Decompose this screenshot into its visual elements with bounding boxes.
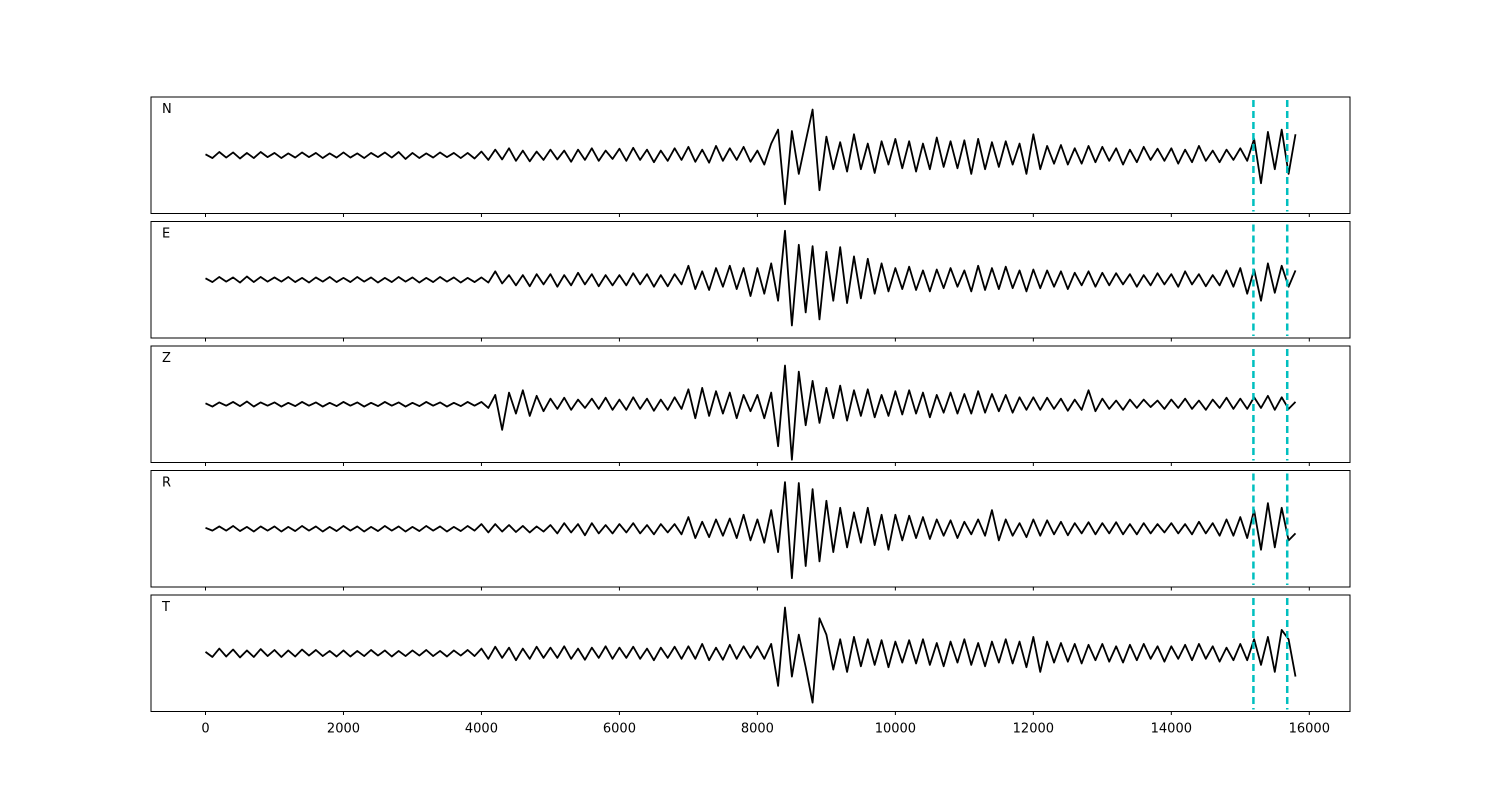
panel-label: T [161, 600, 170, 615]
waveform [205, 481, 1297, 580]
x-tick-label: 2000 [327, 722, 360, 737]
panel-frame [150, 594, 1351, 712]
x-tick-label: 16000 [1289, 722, 1330, 737]
panel-label: N [162, 102, 172, 117]
x-tick-label: 8000 [741, 722, 774, 737]
panel-frame [150, 345, 1351, 463]
waveform [205, 108, 1297, 206]
panel-label: E [162, 227, 170, 242]
x-tick-label: 6000 [603, 722, 636, 737]
panel-label: R [162, 476, 171, 491]
waveform [205, 229, 1297, 327]
x-tick-label: 14000 [1151, 722, 1192, 737]
panel-label: Z [162, 351, 171, 366]
panel-frame [150, 221, 1351, 339]
waveform [204, 606, 1297, 704]
panel-frame [150, 470, 1351, 588]
x-tick-label: 12000 [1013, 722, 1054, 737]
x-tick-label: 0 [201, 722, 209, 737]
x-tick-label: 10000 [875, 722, 916, 737]
waveform [205, 364, 1297, 461]
panel-frame [150, 96, 1351, 214]
x-tick-label: 4000 [465, 722, 498, 737]
